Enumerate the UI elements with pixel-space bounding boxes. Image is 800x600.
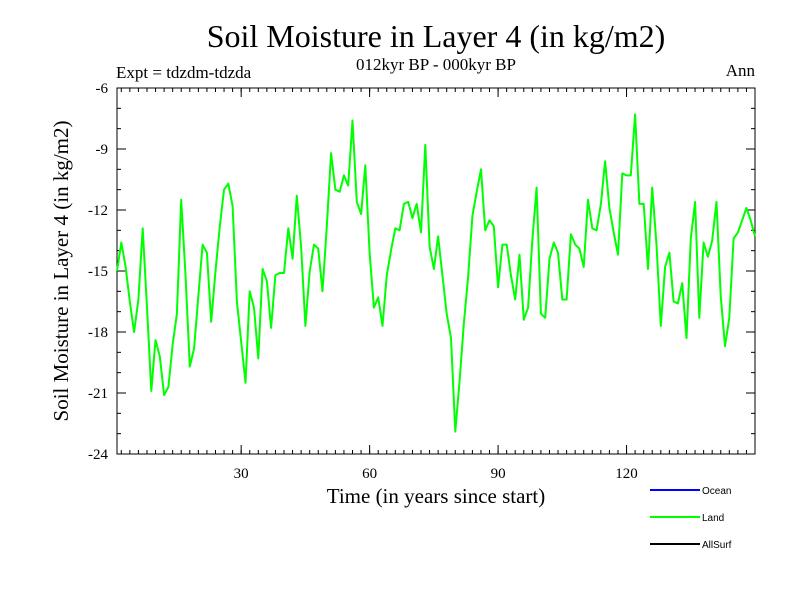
- axis-ticks: [117, 87, 756, 455]
- y-tick-label: -15: [88, 264, 108, 280]
- x-axis-label: Time (in years since start): [327, 484, 546, 508]
- x-tick-label: 60: [362, 466, 377, 482]
- legend-label-land: Land: [702, 513, 724, 524]
- chart-title: Soil Moisture in Layer 4 (in kg/m2): [207, 18, 666, 54]
- legend-label-allsurf: AllSurf: [702, 540, 732, 551]
- legend-label-ocean: Ocean: [702, 486, 731, 497]
- y-tick-label: -12: [88, 203, 108, 219]
- chart-subtitle: 012kyr BP - 000kyr BP: [356, 55, 516, 74]
- x-tick-label: 120: [615, 466, 638, 482]
- y-tick-label: -24: [88, 447, 108, 463]
- y-tick-label: -18: [88, 325, 108, 341]
- y-tick-label: -9: [96, 142, 109, 158]
- y-tick-label: -21: [88, 386, 108, 402]
- x-tick-label: 90: [491, 466, 506, 482]
- axis-tick-labels: -6 -9 -12 -15 -18 -21 -24 30 60 90 120: [88, 81, 638, 482]
- plot-frame: [116, 87, 756, 455]
- series-group: [116, 113, 756, 433]
- y-tick-label: -6: [96, 81, 109, 97]
- x-tick-label: 30: [234, 466, 249, 482]
- legend: Ocean Land AllSurf: [650, 486, 732, 551]
- period-label: Ann: [726, 61, 756, 80]
- y-axis-label: Soil Moisture in Layer 4 (in kg/m2): [49, 121, 73, 422]
- series-line-land: [116, 113, 756, 433]
- experiment-label: Expt = tdzdm-tdzda: [116, 63, 252, 82]
